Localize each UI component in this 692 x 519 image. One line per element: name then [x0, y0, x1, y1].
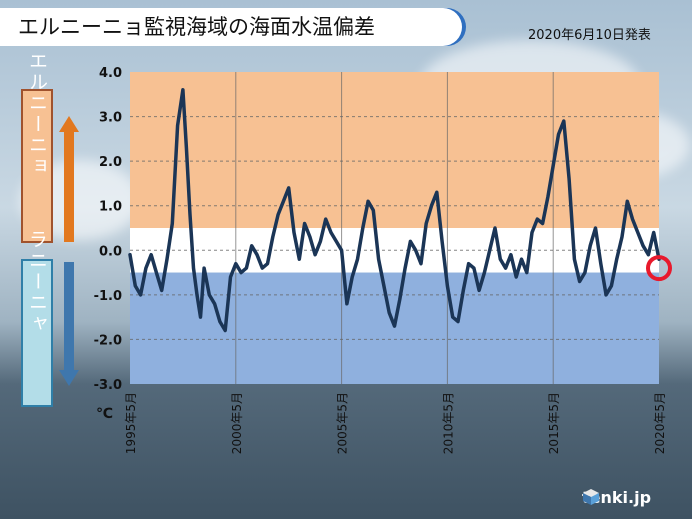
y-tick-label: 4.0	[99, 66, 122, 81]
x-axis-ticks: 1995年5月 2000年5月 2005年5月 2010年5月 2015年5月 2020年…	[124, 392, 667, 454]
el-nino-legend-box	[21, 89, 53, 243]
y-tick-label: -3.0	[94, 378, 122, 393]
la-nina-label: ラニーニャ	[26, 230, 48, 335]
logo-text: tenki.jp	[582, 488, 652, 507]
el-nino-arrow-shaft	[64, 130, 74, 242]
la-nina-band	[130, 272, 659, 384]
x-tick-label: 2000年5月	[230, 392, 244, 454]
y-tick-label: -2.0	[94, 333, 122, 348]
latest-value-marker	[646, 255, 672, 282]
series-group	[128, 88, 672, 333]
la-nina-legend-box	[21, 259, 53, 407]
la-nina-arrow-shaft	[64, 262, 74, 372]
y-tick-label: 0.0	[99, 244, 122, 259]
y-axis-ticks: 4.0 3.0 2.0 1.0 0.0 -1.0 -2.0 -3.0 ℃	[94, 66, 122, 422]
plot-background	[130, 72, 659, 384]
x-tick-label: 2010年5月	[441, 392, 455, 454]
tenki-logo: tenki.jp	[582, 488, 651, 507]
x-tick-label: 2015年5月	[547, 392, 561, 454]
y-tick-label: -1.0	[94, 289, 122, 304]
la-nina-arrow-head	[59, 370, 79, 386]
x-tick-label: 1995年5月	[124, 392, 138, 454]
y-axis-unit: ℃	[96, 406, 113, 422]
el-nino-arrow-head	[59, 116, 79, 132]
release-date: 2020年6月10日発表	[528, 28, 651, 43]
sst-anomaly-line	[128, 88, 661, 333]
x-tick-label: 2005年5月	[336, 392, 350, 454]
el-nino-band	[130, 72, 659, 228]
y-tick-label: 3.0	[99, 111, 122, 126]
y-tick-label: 2.0	[99, 155, 122, 170]
cube-icon	[583, 489, 599, 505]
el-nino-label: エルニーニョ	[26, 51, 48, 177]
title-banner: エルニーニョ監視海域の海面水温偏差	[0, 8, 462, 46]
x-tick-label: 2020年5月	[653, 392, 667, 454]
y-tick-label: 1.0	[99, 200, 122, 215]
page-title: エルニーニョ監視海域の海面水温偏差	[18, 15, 375, 39]
